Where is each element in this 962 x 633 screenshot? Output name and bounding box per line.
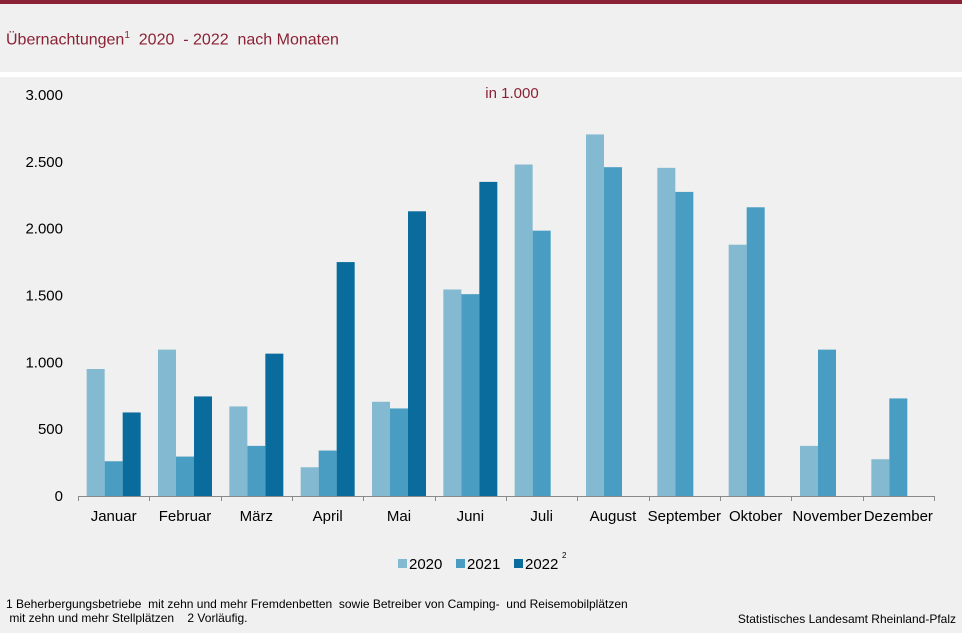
- bar-2020: [728, 244, 747, 496]
- footnote-line-2: mit zehn und mehr Stellplätzen 2 Vorläuf…: [6, 611, 248, 625]
- title-text: Übernachtungen: [6, 31, 125, 49]
- y-tick-label: 3.000: [25, 87, 63, 104]
- bar-2020: [871, 459, 890, 496]
- x-tick-label: August: [590, 508, 638, 525]
- bar-2022: [479, 181, 498, 496]
- legend-swatch-2021: [456, 559, 465, 568]
- legend-label-2021: 2021: [467, 556, 500, 573]
- bar-2022: [408, 211, 426, 497]
- bar-2021: [746, 207, 765, 496]
- x-tick-label: März: [240, 508, 273, 525]
- title-rest: 2020 - 2022 nach Monaten: [129, 31, 339, 49]
- bar-2020: [372, 401, 390, 496]
- chart-title: Übernachtungen1 2020 - 2022 nach Monaten: [6, 30, 339, 49]
- bar-2020: [586, 134, 604, 496]
- bar-2021: [818, 349, 836, 496]
- title-footnote-mark: 1: [124, 30, 130, 41]
- y-tick-label: 0: [55, 488, 63, 505]
- bar-2021: [889, 398, 908, 496]
- bar-2021: [675, 191, 694, 497]
- legend-footnote-mark: 2: [562, 551, 567, 560]
- x-tick-label: Juni: [457, 508, 485, 525]
- bar-2021: [104, 461, 123, 496]
- x-tick-label: Februar: [159, 508, 212, 525]
- bar-2020: [514, 164, 533, 497]
- bar-2020: [657, 167, 676, 496]
- x-tick-label: Juli: [530, 508, 553, 525]
- legend-label-2022: 2022: [525, 556, 558, 573]
- x-tick-label: Dezember: [864, 508, 933, 525]
- bar-2022: [265, 353, 284, 496]
- bar-2021: [390, 408, 408, 496]
- title-separator: [0, 72, 962, 77]
- bar-2020: [229, 406, 248, 496]
- source-credit: Statistisches Landesamt Rheinland-Pfalz: [737, 612, 956, 626]
- bar-2020: [800, 445, 818, 496]
- bar-2021: [461, 294, 480, 496]
- x-tick-label: Januar: [91, 508, 137, 525]
- footnotes: 1 Beherbergungsbetriebe mit zehn und meh…: [6, 597, 628, 625]
- x-tick-label: September: [648, 508, 721, 525]
- bar-2021: [532, 230, 551, 496]
- bar-2020: [300, 467, 319, 496]
- x-tick-label: Oktober: [729, 508, 782, 525]
- y-tick-label: 500: [38, 421, 63, 438]
- bar-2022: [194, 396, 212, 496]
- bar-2022: [336, 262, 355, 496]
- bar-2022: [122, 412, 141, 496]
- top-accent-bar: [0, 0, 962, 4]
- x-tick-label: Mai: [387, 508, 411, 525]
- y-tick-label: 2.500: [25, 154, 63, 171]
- bar-2020: [86, 369, 105, 496]
- legend-swatch-2020: [398, 559, 407, 568]
- x-tick-label: November: [792, 508, 861, 525]
- legend-label-2020: 2020: [409, 556, 442, 573]
- bar-2021: [604, 167, 622, 496]
- y-tick-label: 2.000: [25, 221, 63, 238]
- legend-swatch-2022: [514, 559, 523, 568]
- y-tick-label: 1.000: [25, 354, 63, 371]
- bar-2020: [443, 289, 462, 496]
- unit-label: in 1.000: [485, 85, 538, 102]
- bar-2021: [176, 456, 194, 496]
- bar-2021: [318, 450, 337, 496]
- y-tick-label: 1.500: [25, 288, 63, 305]
- x-tick-label: April: [313, 508, 343, 525]
- bar-2021: [247, 445, 266, 496]
- footnote-line-1: 1 Beherbergungsbetriebe mit zehn und meh…: [6, 597, 628, 611]
- bar-2020: [158, 349, 176, 496]
